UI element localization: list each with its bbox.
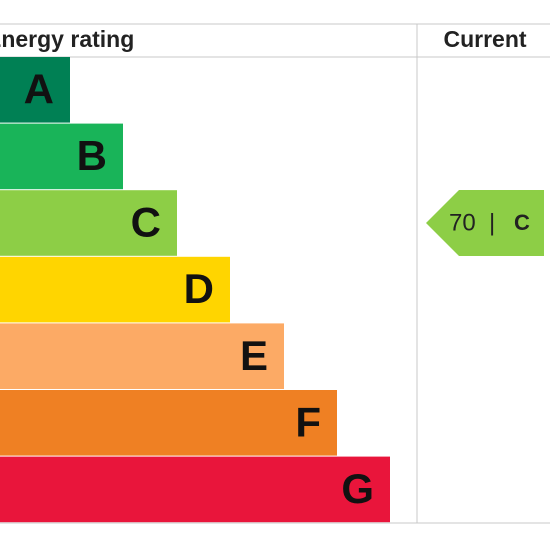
- current-arrow: [426, 190, 544, 256]
- band-bar: [0, 190, 177, 256]
- band-bar: [0, 456, 390, 523]
- header-current: Current: [443, 26, 526, 52]
- header-title: Energy rating: [0, 26, 134, 52]
- band-letter: A: [24, 65, 54, 112]
- current-value: 70: [449, 209, 476, 236]
- band-letter: B: [77, 132, 107, 179]
- band-letter: D: [184, 265, 214, 312]
- band-letter: G: [341, 465, 374, 512]
- band-bar: [0, 323, 284, 389]
- band-letter: F: [295, 398, 321, 445]
- band-bar: [0, 57, 70, 123]
- band-letter: C: [131, 199, 161, 246]
- band-bar: [0, 123, 123, 190]
- band-bar: [0, 390, 337, 456]
- band-letter: E: [240, 332, 268, 379]
- band-bar: [0, 256, 230, 323]
- current-rating: C: [514, 210, 530, 235]
- current-separator: |: [489, 209, 495, 236]
